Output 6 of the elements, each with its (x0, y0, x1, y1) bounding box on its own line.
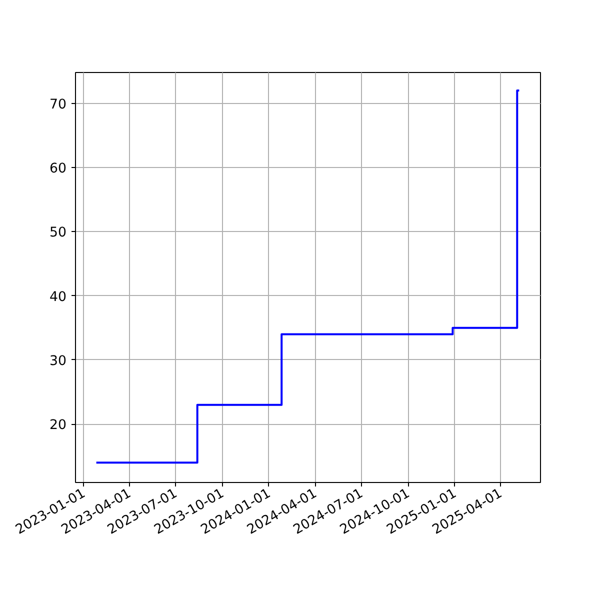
y-tick-label: 20 (50, 418, 67, 434)
y-tick-label: 40 (50, 290, 67, 305)
y-tick-label: 30 (50, 354, 67, 369)
y-tick-label: 60 (50, 161, 67, 176)
y-tick-label: 70 (50, 97, 67, 112)
y-tick-label: 50 (50, 226, 67, 241)
